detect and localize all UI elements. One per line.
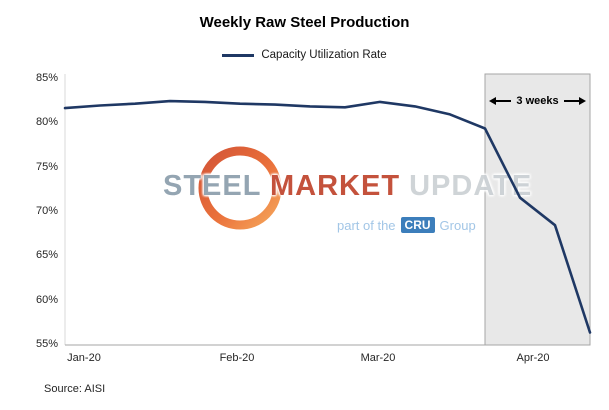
y-tick-85: 85% — [35, 72, 58, 84]
legend-line-swatch — [222, 53, 255, 57]
annotation-3-weeks: 3 weeks — [489, 95, 587, 107]
watermark-group-text: Group — [439, 217, 476, 233]
cru-logo-badge: CRU — [400, 217, 435, 233]
source-text: Source: AISI — [44, 383, 106, 395]
watermark-update-text: UPDATE — [409, 170, 533, 202]
watermark-part-of-the-text: part of the — [337, 217, 396, 233]
legend-label: Capacity Utilization Rate — [261, 49, 387, 61]
x-tick-jan-20: Jan-20 — [67, 352, 101, 364]
x-tick-apr-20: Apr-20 — [516, 352, 550, 364]
watermark-wordmark: STEEL MARKET UPDATE — [163, 170, 532, 203]
y-tick-70: 70% — [35, 205, 58, 217]
y-tick-60: 60% — [35, 294, 58, 306]
y-tick-65: 65% — [35, 249, 58, 261]
y-tick-55: 55% — [35, 338, 58, 350]
y-tick-75: 75% — [35, 161, 58, 173]
annotation-label: 3 weeks — [516, 95, 559, 107]
x-tick-mar-20: Mar-20 — [360, 352, 396, 364]
y-tick-80: 80% — [35, 116, 58, 128]
legend: Capacity Utilization Rate — [0, 49, 609, 61]
chart-title: Weekly Raw Steel Production — [199, 14, 410, 31]
watermark-subline: part of the CRU Group — [337, 217, 476, 233]
annotation-line-left — [496, 100, 512, 102]
x-tick-feb-20: Feb-20 — [219, 352, 255, 364]
watermark-steel-text: STEEL — [163, 170, 261, 202]
arrow-left-icon — [489, 97, 496, 105]
watermark-market-text: MARKET — [270, 170, 401, 202]
arrow-right-icon — [579, 97, 587, 105]
annotation-line-right — [563, 100, 580, 102]
